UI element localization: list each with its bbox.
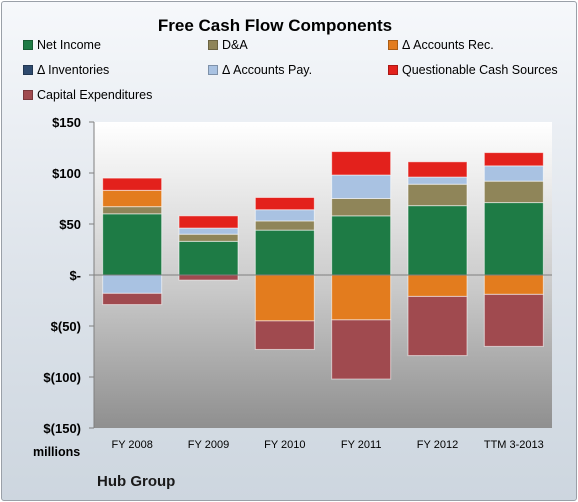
legend-label: Capital Expenditures xyxy=(37,88,153,102)
legend-label: Δ Accounts Rec. xyxy=(402,38,494,52)
bar-segment xyxy=(102,189,163,208)
bar-segment xyxy=(254,274,315,322)
y-tick-label: $50 xyxy=(59,217,81,232)
units-label: millions xyxy=(33,445,81,459)
bar-segment xyxy=(407,274,468,297)
bar-segment xyxy=(254,209,315,222)
x-tick-label: FY 2011 xyxy=(341,439,382,451)
y-tick-label: $100 xyxy=(52,166,81,181)
bar-segment xyxy=(178,240,239,276)
legend-item: Questionable Cash Sources xyxy=(388,63,558,77)
x-tick-label: FY 2009 xyxy=(188,439,229,451)
y-tick-label: $(50) xyxy=(51,319,81,334)
bar-segment xyxy=(483,152,544,167)
legend-label: D&A xyxy=(222,38,248,52)
legend-item: Δ Inventories xyxy=(23,63,109,77)
bar-segment xyxy=(331,198,392,217)
legend-swatch xyxy=(388,65,398,75)
bar-segment xyxy=(254,320,315,350)
bar-segment xyxy=(178,233,239,242)
bar-segment xyxy=(102,177,163,191)
bar-segment xyxy=(331,215,392,276)
x-tick-label: FY 2008 xyxy=(111,439,152,451)
legend-swatch xyxy=(388,40,398,50)
bar-segment xyxy=(102,292,163,306)
legend-label: Δ Accounts Pay. xyxy=(222,63,313,77)
y-tick-label: $(100) xyxy=(43,370,81,385)
bar-segment xyxy=(483,165,544,182)
bar-segment xyxy=(331,319,392,380)
legend-item: Net Income xyxy=(23,38,101,52)
y-tick-label: $(150) xyxy=(43,421,81,436)
bar-segment xyxy=(407,176,468,185)
bar-segment xyxy=(102,274,163,294)
y-tick-label: $- xyxy=(69,268,81,283)
legend-swatch xyxy=(208,40,218,50)
legend-item: Δ Accounts Rec. xyxy=(388,38,494,52)
legend-label: Questionable Cash Sources xyxy=(402,63,558,77)
chart-title: Free Cash Flow Components xyxy=(157,16,393,35)
bar-segment xyxy=(407,161,468,178)
legend-label: Δ Inventories xyxy=(37,63,110,77)
legend-swatch xyxy=(23,90,33,100)
bar-segment xyxy=(483,202,544,276)
bar-segment xyxy=(483,180,544,204)
legend-label: Net Income xyxy=(37,38,101,52)
bar-segment xyxy=(178,215,239,229)
bar-segment xyxy=(178,274,239,281)
bar-segment xyxy=(407,205,468,276)
legend-swatch xyxy=(23,65,33,75)
bar-segment xyxy=(102,213,163,276)
bar-segment xyxy=(178,227,239,235)
y-tick-label: $150 xyxy=(52,115,81,130)
x-tick-label: FY 2010 xyxy=(264,439,305,451)
x-tick-label: FY 2012 xyxy=(417,439,458,451)
legend-item: Capital Expenditures xyxy=(23,88,152,102)
legend-item: D&A xyxy=(208,38,248,52)
bar-segment xyxy=(483,274,544,295)
bar-segment xyxy=(407,183,468,207)
bar-segment xyxy=(483,293,544,347)
x-tick-label: TTM 3-2013 xyxy=(484,439,544,451)
bar-segment xyxy=(407,295,468,357)
bar-segment xyxy=(254,229,315,276)
bar-segment xyxy=(331,174,392,199)
bar-segment xyxy=(331,274,392,321)
bar-segment xyxy=(254,220,315,231)
company-name: Hub Group xyxy=(97,473,176,490)
bar-segment xyxy=(102,206,163,215)
legend-swatch xyxy=(208,65,218,75)
legend-swatch xyxy=(23,40,33,50)
bar-segment xyxy=(331,151,392,176)
legend-item: Δ Accounts Pay. xyxy=(208,63,312,77)
bar-segment xyxy=(254,196,315,211)
